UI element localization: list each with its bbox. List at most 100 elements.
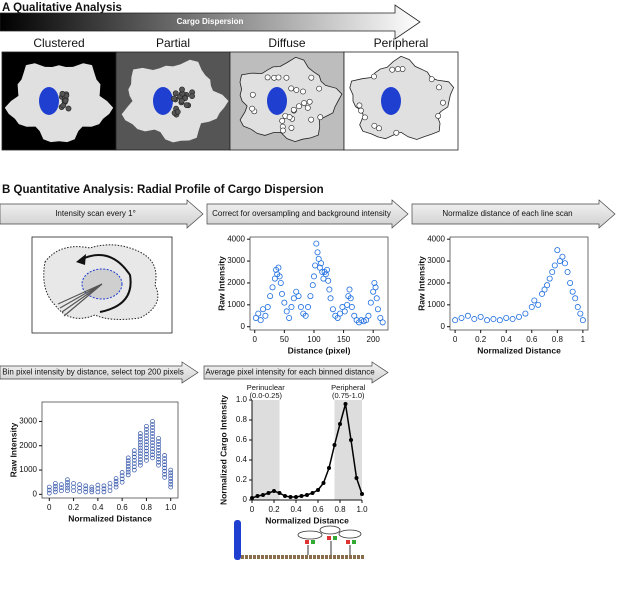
bin-column xyxy=(53,481,58,495)
x-tick-label: 0.2 xyxy=(475,335,487,344)
data-point xyxy=(341,308,348,315)
bin-column xyxy=(131,448,137,473)
bin-point xyxy=(113,476,119,481)
bin-point xyxy=(156,447,161,453)
y-tick-label: 1000 xyxy=(19,465,37,474)
bin-column xyxy=(125,455,131,478)
bin-column xyxy=(65,477,70,494)
step-label: Intensity scan every 1° xyxy=(55,209,136,218)
cargo-dot xyxy=(304,104,311,111)
x-tick-label: 0.4 xyxy=(290,505,302,514)
bin-point xyxy=(138,454,143,459)
bin-point xyxy=(83,489,89,495)
data-point xyxy=(344,301,351,308)
bin-point xyxy=(101,483,107,489)
x-tick-label: 200 xyxy=(367,335,381,344)
nucleus xyxy=(267,87,287,115)
x-tick-label: 0.4 xyxy=(501,335,513,344)
step-label: Bin pixel intensity by distance, select … xyxy=(2,368,183,377)
bin-point xyxy=(162,471,167,477)
data-point xyxy=(554,247,561,254)
bin-point xyxy=(125,466,131,472)
data-point xyxy=(360,492,364,496)
data-point xyxy=(567,279,574,286)
cargo-dot xyxy=(249,91,256,98)
cell xyxy=(4,63,114,143)
y-tick-label: 4000 xyxy=(427,234,445,243)
cargo-dot xyxy=(283,74,290,81)
bin-point xyxy=(71,484,76,490)
data-point xyxy=(338,422,342,426)
cargo-dot xyxy=(371,122,378,129)
bin-point xyxy=(59,482,64,487)
x-tick-label: 0.8 xyxy=(141,503,153,512)
data-point xyxy=(321,481,326,485)
x-tick-label: 0.6 xyxy=(312,505,324,514)
bin-point xyxy=(150,419,155,424)
bin-point xyxy=(144,430,149,435)
data-point xyxy=(290,295,297,302)
data-point xyxy=(327,295,334,302)
bin-point xyxy=(71,488,76,494)
bin-point xyxy=(168,470,174,476)
data-point xyxy=(374,306,381,313)
bin-point xyxy=(144,423,149,429)
cargo-dot xyxy=(279,117,286,124)
data-point xyxy=(544,282,551,289)
x-tick-label: 0.2 xyxy=(268,505,280,514)
bin-point xyxy=(138,448,143,454)
bin-point xyxy=(77,489,82,494)
data-point xyxy=(250,496,254,500)
cargo-dot xyxy=(393,129,400,136)
data-point xyxy=(337,310,344,317)
data-point xyxy=(264,304,271,311)
bin-point xyxy=(138,445,143,451)
x-tick-label: 1 xyxy=(581,335,586,344)
cargo-dot xyxy=(171,95,177,102)
y-tick-label: 0 xyxy=(243,495,248,504)
bin-column xyxy=(168,467,174,490)
category-label: Peripheral xyxy=(374,36,429,50)
data-point xyxy=(329,306,336,313)
step-label: Normalize distance of each line scan xyxy=(442,209,572,218)
data-point xyxy=(365,312,372,319)
bin-point xyxy=(144,427,149,432)
bin-column xyxy=(113,476,119,490)
bin-point xyxy=(131,457,137,463)
cargo-dot xyxy=(174,108,181,115)
dispersion-arrow xyxy=(0,4,421,40)
bin-point xyxy=(131,454,137,460)
bin-column xyxy=(95,482,101,495)
bin-point xyxy=(83,486,89,492)
bin-point xyxy=(144,439,149,445)
category-label: Clustered xyxy=(33,36,84,50)
data-point xyxy=(283,308,290,315)
cargo-dot xyxy=(440,99,446,106)
bin-point xyxy=(150,443,155,449)
bin-point xyxy=(77,482,82,487)
data-point xyxy=(556,258,563,265)
bin-point xyxy=(168,481,174,487)
data-point xyxy=(272,489,276,493)
cargo-dot xyxy=(395,66,401,72)
data-point xyxy=(261,493,265,497)
bin-point xyxy=(119,473,125,479)
bin-column xyxy=(156,436,161,468)
data-point xyxy=(281,299,288,306)
bin-column xyxy=(77,482,82,494)
x-tick-label: 0.4 xyxy=(92,503,104,512)
bin-point xyxy=(113,479,119,484)
category-label: Partial xyxy=(156,36,190,50)
data-point xyxy=(522,310,529,317)
bin-point xyxy=(65,482,70,488)
x-tick-label: 0.8 xyxy=(334,505,346,514)
bin-point xyxy=(144,454,149,460)
data-point xyxy=(562,260,569,267)
cargo-dot xyxy=(179,86,185,93)
bin-point xyxy=(131,464,137,470)
y-tick-label: 3000 xyxy=(427,256,445,265)
data-point xyxy=(257,317,264,324)
bin-point xyxy=(150,425,155,430)
data-point xyxy=(299,494,304,498)
bin-point xyxy=(144,451,149,457)
